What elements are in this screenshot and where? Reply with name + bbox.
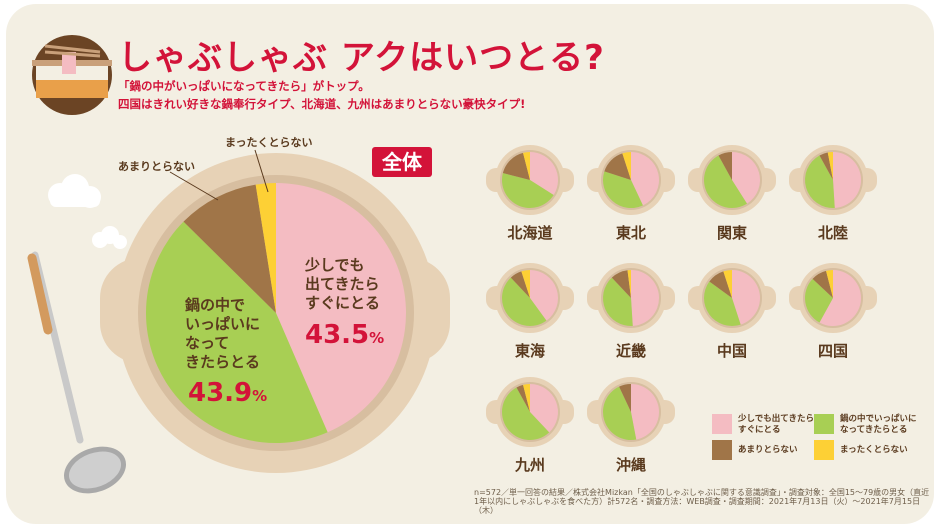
region-pie-slice-yellow	[521, 270, 530, 298]
region-pie-slice-pink	[530, 270, 559, 321]
region-pie-slice-pink	[530, 384, 558, 433]
legend-swatch-green	[814, 414, 834, 434]
region-label: 沖縄	[615, 456, 646, 474]
pct-green-value: 43.9	[188, 378, 253, 408]
legend-label: あまりとらない	[738, 445, 798, 455]
legend-label: まったくとらない	[840, 445, 908, 455]
region-pie-chart	[704, 270, 761, 326]
region-pie-slice-brown	[604, 153, 631, 180]
main-pie-chart	[145, 183, 407, 443]
main-pie-slice-pink	[276, 183, 407, 433]
pct-unit: %	[369, 329, 385, 347]
region-pie-slice-yellow	[622, 152, 631, 180]
label-pink: 少しでも 出てきたら すぐにとる	[305, 256, 381, 312]
region-pie-slice-yellow	[723, 270, 732, 298]
region-pie-chart	[805, 152, 862, 208]
region-pie-slice-green	[502, 387, 550, 441]
region-label: 中国	[716, 342, 747, 360]
legend-swatch-pink	[712, 414, 732, 434]
region-label: 北陸	[817, 224, 848, 242]
region-pie-slice-green	[704, 281, 741, 326]
region-pie-slice-brown	[819, 152, 833, 180]
region-pie-slice-pink	[833, 152, 862, 208]
region-pie-chart	[502, 384, 558, 441]
leader-line-brown	[169, 171, 219, 201]
region-pie-slice-yellow	[523, 152, 530, 180]
pct-pink-value: 43.5	[305, 320, 370, 350]
region-pie-chart	[501, 270, 559, 327]
region-pie-chart	[805, 270, 862, 327]
region-pie-chart	[603, 384, 659, 440]
region-pie-slice-pink	[631, 384, 659, 440]
region-pie-slice-pink	[732, 152, 761, 204]
footnote: n=572／単一回答の結果／株式会社Mizkan「全国のしゃぶしゃぶに関する意識…	[474, 488, 930, 515]
region-pie-slice-yellow	[627, 270, 631, 298]
region-pie-slice-pink	[530, 152, 558, 196]
region-pie-chart	[502, 152, 558, 208]
region-pie-slice-brown	[510, 271, 530, 298]
ladle-icon	[27, 251, 126, 494]
subtitle-line-1: 「鍋の中がいっぱいになってきたら」がトップ。	[118, 79, 370, 93]
region-pie-chart	[603, 270, 660, 326]
legend-swatch-yellow	[814, 440, 834, 460]
pct-pink: 43.5%	[305, 320, 384, 350]
region-label: 東北	[615, 224, 646, 242]
region-pie-chart	[603, 152, 659, 208]
region-pies	[486, 145, 877, 447]
overall-badge: 全体	[372, 147, 432, 177]
label-yellow: まったくとらない	[225, 136, 313, 149]
main-pie-slice-green	[145, 221, 328, 443]
region-pie-slice-green	[805, 278, 833, 323]
legend-swatch-brown	[712, 440, 732, 460]
subtitle-line-2: 四国はきれい好きな鍋奉行タイプ、北海道、九州はあまりとらない豪快タイプ!	[118, 97, 526, 111]
cloud-icon	[48, 174, 127, 249]
region-pie-slice-green	[603, 171, 643, 208]
region-pie-slice-green	[603, 277, 633, 326]
region-pie-slice-brown	[611, 270, 631, 298]
shabu-pot-icon	[32, 35, 112, 115]
region-pie-slice-green	[805, 155, 835, 208]
region-pie-slice-pink	[631, 270, 660, 326]
region-pie-slice-pink	[732, 270, 761, 325]
region-label: 四国	[817, 342, 848, 360]
label-brown: あまりとらない	[118, 160, 195, 173]
page-title: しゃぶしゃぶ アクはいつとる?	[118, 38, 605, 78]
region-pie-slice-brown	[502, 152, 530, 180]
region-pie-slice-yellow	[523, 384, 530, 412]
region-label: 関東	[716, 224, 747, 242]
main-pie-slice-yellow	[255, 183, 276, 313]
region-pie-slice-yellow	[827, 152, 833, 180]
label-green: 鍋の中で いっぱいに なって きたらとる	[185, 296, 261, 371]
region-pie-slice-pink	[819, 270, 862, 327]
region-pie-slice-brown	[516, 384, 530, 412]
region-pie-slice-pink	[631, 152, 659, 206]
region-pie-slice-green	[501, 277, 547, 327]
region-pie-slice-green	[704, 155, 748, 208]
region-label: 北海道	[507, 224, 553, 242]
region-pie-slice-green	[603, 386, 637, 440]
region-pie-slice-brown	[619, 384, 631, 412]
region-pie-chart	[704, 152, 761, 208]
region-pie-slice-brown	[709, 271, 732, 298]
pct-green: 43.9%	[188, 378, 267, 408]
region-label: 近畿	[615, 342, 646, 360]
region-label: 東海	[514, 342, 545, 360]
main-pie-slice-brown	[183, 184, 276, 313]
legend-label: 少しでも出てきたら すぐにとる	[738, 414, 814, 435]
pct-unit: %	[252, 387, 268, 405]
legend-label: 鍋の中でいっぱいに なってきたらとる	[840, 414, 917, 435]
leader-line-yellow	[254, 149, 269, 193]
region-pie-slice-yellow	[826, 270, 833, 298]
region-label: 九州	[514, 456, 545, 474]
region-pie-slice-brown	[718, 152, 732, 180]
region-pie-slice-brown	[812, 270, 833, 298]
region-pie-slice-green	[502, 173, 554, 208]
